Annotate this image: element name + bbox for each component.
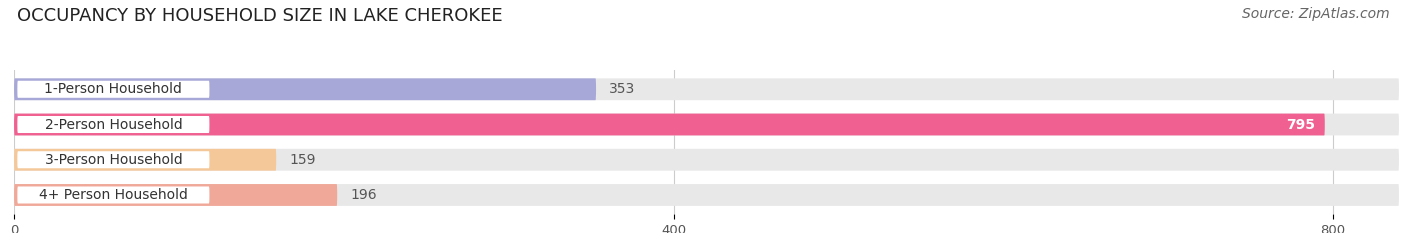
Text: 2-Person Household: 2-Person Household: [45, 117, 183, 131]
Text: OCCUPANCY BY HOUSEHOLD SIZE IN LAKE CHEROKEE: OCCUPANCY BY HOUSEHOLD SIZE IN LAKE CHER…: [17, 7, 502, 25]
FancyBboxPatch shape: [14, 149, 276, 171]
Text: 353: 353: [609, 82, 636, 96]
Text: 1-Person Household: 1-Person Household: [45, 82, 183, 96]
FancyBboxPatch shape: [14, 114, 1324, 135]
Text: 196: 196: [350, 188, 377, 202]
FancyBboxPatch shape: [14, 184, 337, 206]
FancyBboxPatch shape: [14, 114, 1399, 135]
Text: Source: ZipAtlas.com: Source: ZipAtlas.com: [1241, 7, 1389, 21]
FancyBboxPatch shape: [17, 81, 209, 98]
Text: 4+ Person Household: 4+ Person Household: [39, 188, 188, 202]
FancyBboxPatch shape: [14, 78, 1399, 100]
FancyBboxPatch shape: [14, 184, 1399, 206]
FancyBboxPatch shape: [17, 116, 209, 133]
FancyBboxPatch shape: [17, 186, 209, 203]
FancyBboxPatch shape: [17, 151, 209, 168]
Text: 3-Person Household: 3-Person Household: [45, 153, 183, 167]
FancyBboxPatch shape: [14, 149, 1399, 171]
Text: 795: 795: [1286, 117, 1315, 131]
FancyBboxPatch shape: [14, 78, 596, 100]
Text: 159: 159: [290, 153, 316, 167]
